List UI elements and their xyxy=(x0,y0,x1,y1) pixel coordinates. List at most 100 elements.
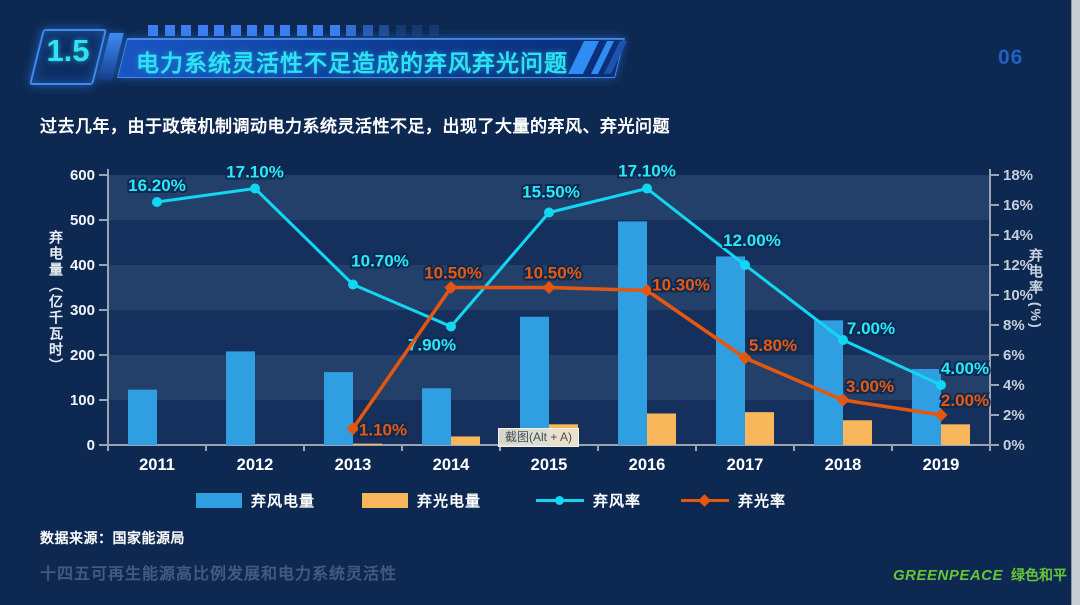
solar-rate-point-2016 xyxy=(640,284,654,297)
y-axis-tick-label: 600 xyxy=(70,167,95,184)
y2-axis-tick-label: 4% xyxy=(1003,377,1025,394)
solar-volume-bar-2016 xyxy=(647,413,676,445)
page-number: 06 xyxy=(998,46,1024,69)
x-axis-label: 2016 xyxy=(629,456,666,474)
left-axis-title: 弃电量（亿千瓦时） xyxy=(48,230,64,374)
wind-rate-data-label: 15.50% xyxy=(522,183,580,202)
legend-item-solar-rate: 弃光率 xyxy=(681,490,786,511)
wind-rate-swatch xyxy=(536,493,584,508)
wind-volume-bar-2012 xyxy=(226,351,255,445)
chart-legend: 弃风电量 弃光电量 弃风率 弃光率 xyxy=(0,490,1080,516)
wind-rate-point-2011 xyxy=(152,197,162,207)
wind-volume-bar-2014 xyxy=(422,388,451,445)
data-source: 数据来源：国家能源局 xyxy=(40,530,185,546)
solar-volume-swatch xyxy=(362,493,408,508)
solar-rate-data-label: 5.80% xyxy=(749,336,797,355)
wind-rate-data-label: 7.00% xyxy=(847,319,895,338)
solar-rate-point-2013 xyxy=(346,422,360,435)
solar-rate-point-2018 xyxy=(836,393,850,407)
wind-volume-bar-2017 xyxy=(716,256,745,445)
header-dot xyxy=(263,25,274,36)
wind-volume-swatch xyxy=(196,493,242,508)
solar-rate-data-label: 3.00% xyxy=(846,377,894,396)
right-axis-title: 弃电率 (%) xyxy=(1028,248,1044,330)
wind-volume-bar-2016 xyxy=(618,221,647,445)
solar-rate-data-label: 10.50% xyxy=(424,264,482,283)
wind-volume-bar-2011 xyxy=(128,389,157,445)
page-title: 电力系统灵活性不足造成的弃风弃光问题 xyxy=(136,50,568,76)
solar-rate-point-2017 xyxy=(738,351,752,365)
x-axis-label: 2014 xyxy=(433,456,471,474)
solar-rate-point-2014 xyxy=(444,281,458,294)
legend-item-wind-rate: 弃风率 xyxy=(536,490,641,511)
header-dot xyxy=(379,25,389,36)
wind-rate-point-2016 xyxy=(642,183,652,194)
greenpeace-logo-en: GREENPEACE xyxy=(893,567,1004,584)
legend-item-wind-volume: 弃风电量 xyxy=(196,490,315,511)
y2-axis-tick-label: 0% xyxy=(1003,437,1025,454)
wind-rate-point-2017 xyxy=(740,260,750,270)
wind-rate-data-label: 17.10% xyxy=(226,163,284,182)
x-axis-label: 2012 xyxy=(237,456,274,474)
scrollbar[interactable] xyxy=(1071,0,1080,605)
header-dot xyxy=(247,25,257,36)
solar-volume-bar-2014 xyxy=(451,436,480,445)
header-dot xyxy=(395,25,406,36)
screenshot-hint-tooltip: 截图(Alt + A) xyxy=(498,428,579,447)
y2-axis-tick-label: 16% xyxy=(1003,197,1033,214)
section-number: 1.5 xyxy=(46,33,90,68)
wind-rate-point-2018 xyxy=(838,335,848,345)
header-dot xyxy=(280,25,290,36)
wind-rate-data-label: 12.00% xyxy=(723,231,781,250)
x-axis-label: 2011 xyxy=(139,456,175,474)
legend-label: 弃光电量 xyxy=(417,493,482,510)
grid-band xyxy=(108,220,990,265)
x-axis-label: 2013 xyxy=(335,456,372,474)
header-dot xyxy=(148,25,158,36)
solar-rate-data-label: 10.30% xyxy=(652,276,710,295)
y2-axis-tick-label: 6% xyxy=(1003,347,1025,364)
solar-volume-bar-2018 xyxy=(843,420,872,445)
wind-volume-bar-2013 xyxy=(324,372,353,445)
greenpeace-logo: GREENPEACE 绿色和平 xyxy=(893,565,1067,585)
legend-label: 弃风率 xyxy=(593,493,642,510)
greenpeace-logo-zh: 绿色和平 xyxy=(1011,567,1068,583)
y2-axis-tick-label: 14% xyxy=(1003,227,1033,244)
legend-item-solar-volume: 弃光电量 xyxy=(362,490,481,511)
legend-label: 弃光率 xyxy=(738,493,787,510)
header-dot xyxy=(313,25,323,36)
y2-axis-tick-label: 2% xyxy=(1003,407,1025,424)
solar-rate-data-label: 2.00% xyxy=(941,391,989,410)
y-axis-tick-label: 300 xyxy=(70,302,95,319)
wind-volume-bar-2015 xyxy=(520,316,549,445)
y-axis-tick-label: 200 xyxy=(70,347,95,364)
wind-volume-bar-2019 xyxy=(912,368,941,445)
x-axis-label: 2015 xyxy=(531,456,568,474)
header-dot xyxy=(197,25,208,36)
solar-rate-point-2015 xyxy=(542,281,556,294)
report-title: 十四五可再生能源高比例发展和电力系统灵活性 xyxy=(40,566,398,583)
header-dot xyxy=(412,25,422,36)
header-dot xyxy=(428,25,439,36)
wind-rate-data-label: 10.70% xyxy=(351,252,409,271)
solar-volume-bar-2013 xyxy=(353,443,382,445)
y2-axis-tick-label: 10% xyxy=(1003,287,1033,304)
x-axis-label: 2019 xyxy=(923,456,960,474)
x-axis-label: 2017 xyxy=(727,456,764,474)
header-dot xyxy=(214,25,224,36)
header-dot xyxy=(230,25,241,36)
header-dot xyxy=(346,25,356,36)
solar-rate-data-label: 1.10% xyxy=(359,421,407,440)
wind-rate-point-2015 xyxy=(544,207,554,218)
header-dot xyxy=(329,25,340,36)
y-axis-tick-label: 100 xyxy=(70,392,95,409)
header-dot xyxy=(362,25,373,36)
wind-rate-point-2012 xyxy=(250,183,260,194)
header-dot xyxy=(164,25,175,36)
wind-rate-point-2019 xyxy=(936,380,946,390)
y2-axis-tick-label: 18% xyxy=(1003,167,1033,184)
wind-rate-data-label: 16.20% xyxy=(128,176,186,195)
wind-rate-data-label: 7.90% xyxy=(408,336,456,355)
